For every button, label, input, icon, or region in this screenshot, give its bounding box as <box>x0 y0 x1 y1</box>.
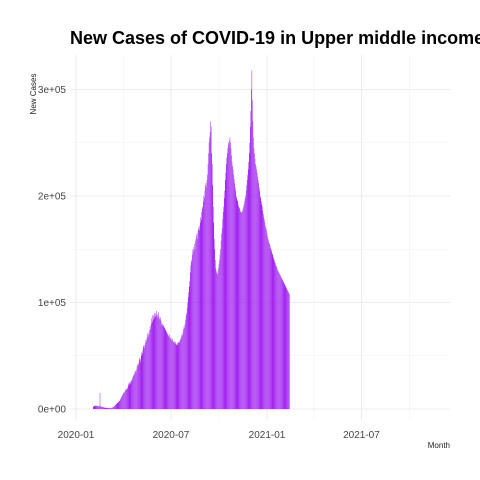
x-tick-label: 2021-07 <box>343 430 380 441</box>
y-axis-label: New Cases <box>29 74 38 115</box>
y-tick-label: 3e+05 <box>38 85 67 96</box>
y-tick-label: 2e+05 <box>38 192 67 203</box>
y-axis-ticks: 0e+00 1e+05 2e+05 3e+05 <box>38 85 67 416</box>
x-axis-ticks: 2020-01 2020-07 2021-01 2021-07 <box>58 430 381 441</box>
chart-title: New Cases of COVID-19 in Upper middle in… <box>70 28 480 48</box>
x-axis-label: Month <box>428 441 450 450</box>
x-tick-label: 2021-01 <box>249 430 286 441</box>
x-tick-label: 2020-01 <box>58 430 95 441</box>
bar-series <box>92 70 290 410</box>
x-tick-label: 2020-07 <box>153 430 190 441</box>
y-tick-label: 0e+00 <box>38 405 67 416</box>
y-tick-label: 1e+05 <box>38 298 67 309</box>
